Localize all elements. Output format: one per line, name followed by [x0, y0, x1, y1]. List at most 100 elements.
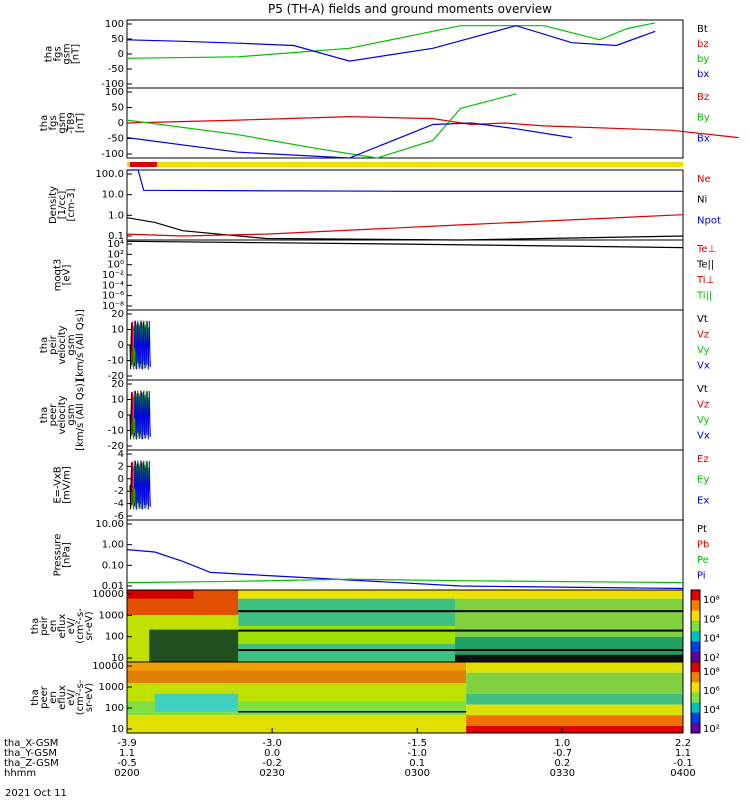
legend-Npot: Npot: [697, 215, 721, 226]
ylabel-moat: moqt3[eV]: [53, 259, 73, 292]
ylabel-line: eflux: [57, 685, 68, 710]
legend-Vx: Vx: [697, 361, 710, 372]
ylabel-line: [1/cc]: [57, 191, 68, 220]
xrow-value: -0.1: [673, 758, 693, 769]
ytick-label: 10000: [92, 589, 124, 600]
ytick-label: 10.0: [102, 190, 124, 201]
xrow-value: 0.1: [409, 758, 425, 769]
xrow-value: 0.0: [264, 748, 280, 759]
colorbar-segment: [691, 641, 700, 653]
legend-By: By: [697, 113, 710, 124]
ylabel-line: eV/: [66, 689, 77, 706]
legend-Pt: Pt: [697, 524, 707, 535]
ylabel-line: -T89: [66, 112, 77, 134]
ytick-label: 10⁻²: [102, 270, 124, 281]
legend-bx: bx: [697, 69, 709, 80]
panel-labels: 100500-50-100thafgsgsm[nT]100500-50-100t…: [30, 19, 124, 735]
xrow-value: 0300: [405, 768, 430, 779]
peir-gap-line: [238, 629, 683, 632]
ytick-label: 2: [118, 461, 124, 472]
ytick-label: 1000: [99, 682, 124, 693]
ylabel-line: (cm²-s-: [75, 608, 86, 644]
xrow-label-tha_Z-GSM: tha_Z-GSM: [4, 758, 59, 769]
series-By: [126, 93, 517, 159]
ylabel-efield: E=-VxB[mV/m]: [53, 466, 73, 504]
peer-band: [466, 715, 683, 726]
burst-blue: [134, 460, 151, 510]
xrow-value: 1.1: [675, 748, 691, 759]
ylabel-line: en: [48, 620, 59, 633]
xrow-value: -3.0: [262, 738, 282, 749]
ylabel-line: fgs: [53, 46, 64, 61]
ytick-label: 10²: [107, 249, 124, 260]
ytick-label: 10.00: [95, 519, 124, 530]
colorbar-segment: [691, 662, 700, 673]
xrow-value: 1.1: [119, 748, 135, 759]
xrow-label-tha_Y-GSM: tha_Y-GSM: [4, 748, 57, 759]
ylabel-line: [nPa]: [62, 542, 73, 568]
ylabel-line: gsm: [66, 404, 77, 425]
ytick-label: 0.10: [102, 560, 124, 571]
spectrogram-bands: [127, 162, 700, 734]
peir-gap-line: [238, 610, 683, 613]
ytick-label: -20: [108, 441, 124, 452]
ylabel-line: tha: [39, 115, 50, 131]
ytick-label: -10: [108, 426, 124, 437]
ylabel-line: peer: [48, 403, 59, 427]
series-Bz: [126, 115, 739, 139]
ytick-label: 100.0: [95, 169, 124, 180]
xrow-value: 0330: [550, 768, 575, 779]
ytick-label: -4: [114, 499, 124, 510]
peer-line: [238, 710, 467, 713]
ylabel-line: gsm: [66, 334, 77, 355]
ytick-label: 100: [105, 19, 124, 30]
peer-band: [127, 670, 467, 684]
ylabel-line: Pressure: [53, 534, 64, 577]
peir-band: [455, 590, 683, 599]
legend-Bx: Bx: [697, 133, 710, 144]
ytick-label: 0: [118, 340, 124, 351]
ylabel-line: gsm: [62, 43, 73, 64]
colorbar-frame: [690, 661, 701, 734]
xrow-label-hhmm: hhmm: [4, 768, 36, 779]
series-Pe: [126, 578, 684, 584]
ytick-label: 100: [105, 632, 124, 643]
series-by: [126, 22, 656, 59]
ylabel-line: [nT]: [75, 113, 86, 133]
legend-Vt: Vt: [697, 314, 708, 325]
xrow-value: -3.9: [117, 738, 137, 749]
peer-band: [466, 662, 683, 673]
ylabel-line: tha: [39, 337, 50, 353]
panel-frame-density: [126, 169, 684, 241]
ytick-label: -20: [108, 371, 124, 382]
ylabel-line: [km/s (All Qs)]: [75, 309, 86, 381]
colorbar-tick: 10⁴: [703, 705, 720, 716]
colorbar-segment: [691, 600, 700, 612]
peir-gap-line: [238, 649, 683, 652]
ytick-label: -100: [101, 149, 124, 160]
colorbar-segment: [691, 702, 700, 714]
legend-Pb: Pb: [697, 540, 709, 551]
ytick-label: -100: [101, 79, 124, 90]
peir-band: [238, 590, 456, 599]
ytick-label: -50: [108, 134, 124, 145]
colorbar-tick: 10²: [703, 653, 720, 664]
ylabel-line: tha: [39, 407, 50, 423]
colorbar-segment: [691, 722, 700, 734]
peir-band: [238, 644, 456, 662]
ytick-label: 0.1: [108, 231, 124, 242]
legend-Vz: Vz: [697, 330, 709, 341]
ylabel-line: peer: [39, 685, 50, 709]
ytick-label: -10: [108, 356, 124, 367]
colorbar-segment: [691, 672, 700, 683]
colorbar-tick: 10⁶: [703, 614, 720, 625]
legend-Vx: Vx: [697, 431, 710, 442]
ytick-label: 4: [118, 449, 124, 460]
colorbar-segment: [691, 590, 700, 601]
colorbar-tick: 10⁴: [703, 634, 720, 645]
ylabel-line: (cm²-s-: [75, 679, 86, 715]
series-Npot: [127, 169, 683, 192]
colorbar-tick: 10⁸: [703, 595, 720, 606]
